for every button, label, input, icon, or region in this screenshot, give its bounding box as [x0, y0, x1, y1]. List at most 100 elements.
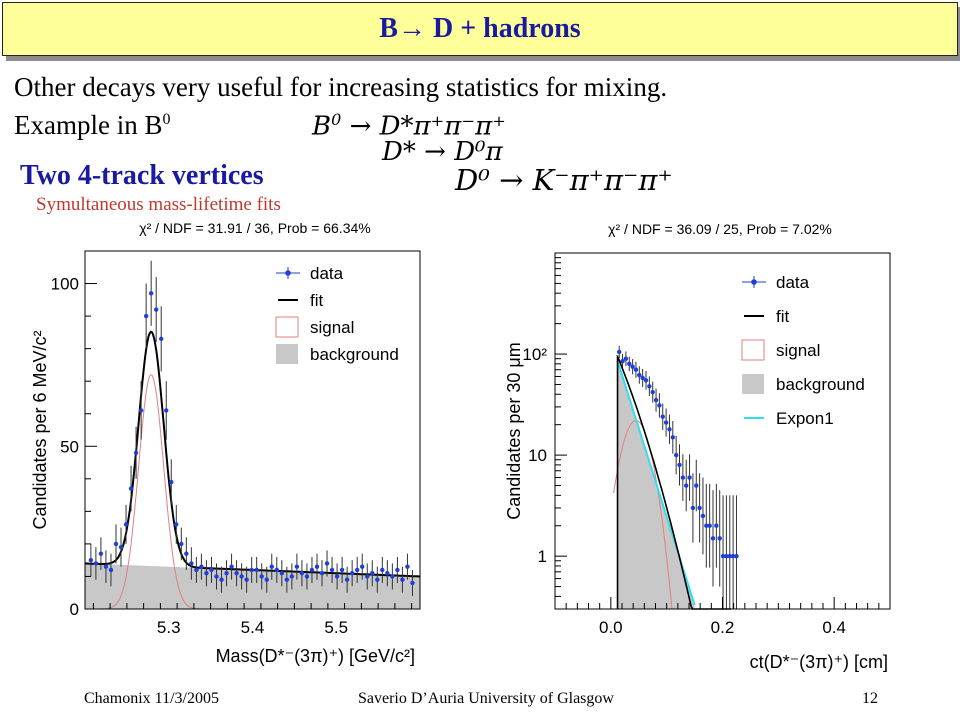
data-point	[707, 523, 712, 528]
data-point	[395, 567, 400, 573]
y-axis-label: Candidates per 6 MeV/c²	[30, 330, 50, 529]
data-point	[289, 574, 295, 579]
legend-background-box	[276, 344, 298, 364]
data-point	[194, 567, 199, 573]
chart-title: χ² / NDF = 36.09 / 25, Prob = 7.02%	[608, 221, 832, 237]
data-point	[118, 544, 124, 550]
data-point	[153, 307, 159, 312]
data-point	[354, 567, 360, 573]
data-point	[264, 577, 269, 582]
data-point	[349, 571, 355, 576]
data-point	[219, 577, 224, 582]
data-point	[314, 564, 320, 569]
fit-note: Symultaneous mass-lifetime fits	[36, 194, 281, 215]
y-tick-label: 50	[60, 437, 79, 456]
legend-label-fit: fit	[776, 307, 790, 326]
data-point	[179, 541, 184, 547]
footer-left: Chamonix 11/3/2005	[84, 690, 219, 707]
data-point	[209, 567, 214, 573]
x-tick-label: 5.3	[157, 618, 181, 637]
eq2-lhs: D*	[382, 137, 416, 167]
data-point	[98, 551, 104, 556]
data-point	[660, 414, 665, 419]
x-axis-label: ct(D*⁻(3π)⁺) [cm]	[750, 652, 888, 672]
example-line: Example in B0	[14, 110, 170, 141]
data-point	[339, 567, 345, 573]
subtitle: Two 4-track vertices	[20, 160, 264, 191]
data-point	[249, 567, 254, 573]
data-point	[700, 513, 706, 519]
data-point	[627, 361, 632, 367]
data-point	[254, 567, 259, 573]
data-point	[294, 564, 300, 569]
data-point	[643, 378, 649, 383]
data-point	[169, 479, 174, 485]
plot-frame	[84, 250, 421, 610]
data-point	[380, 567, 385, 573]
legend-label-fit: fit	[310, 291, 324, 310]
equation-3: D⁰ → K⁻π⁺π⁻π⁺	[455, 163, 673, 197]
data-point	[123, 522, 129, 527]
data-point	[324, 561, 330, 566]
data-point	[274, 567, 279, 573]
y-tick-label: 10	[528, 446, 547, 465]
data-point	[239, 574, 244, 579]
data-point	[717, 536, 722, 541]
eq3-arrow: →	[499, 163, 524, 197]
data-point	[620, 358, 625, 364]
data-point	[309, 567, 315, 573]
data-point	[360, 564, 365, 569]
data-point	[690, 505, 696, 511]
data-point	[633, 367, 639, 372]
x-axis-label: Mass(D*⁻(3π)⁺) [GeV/c²]	[216, 646, 415, 666]
eq1-lhs: B	[312, 111, 332, 142]
data-point	[174, 522, 179, 527]
data-point	[133, 450, 139, 455]
mass-fit-plot: 0 50 100 5.3 5.4 5.5 χ² / NDF = 31.91 / 36, Pr…	[30, 220, 421, 666]
data-point	[687, 475, 692, 480]
data-point	[370, 571, 375, 576]
eq2-rhs: D⁰π	[454, 137, 503, 167]
data-point	[670, 435, 676, 440]
data-point	[734, 553, 739, 559]
data-point	[650, 389, 655, 395]
data-point	[653, 397, 659, 403]
data-point	[684, 483, 689, 488]
eq1-arrow: →	[349, 111, 372, 142]
footer-page: 12	[862, 690, 878, 707]
data-point	[400, 577, 405, 582]
data-point	[269, 564, 274, 569]
slide-title-bar: B→ D + hadrons	[2, 2, 958, 56]
data-point	[199, 564, 204, 569]
y-tick-label: 1	[538, 547, 547, 566]
data-point	[730, 553, 736, 559]
data-point	[385, 571, 390, 576]
data-point	[727, 553, 732, 559]
x-tick-label: 5.4	[241, 618, 265, 637]
example-text: Example in B	[14, 110, 163, 140]
data-point	[663, 420, 669, 425]
data-point	[617, 349, 622, 355]
x-tick-label: 5.5	[324, 618, 348, 637]
data-point	[299, 571, 305, 576]
data-point	[704, 523, 709, 528]
data-point	[93, 561, 99, 566]
y-tick-label: 100	[51, 275, 79, 294]
x-tick-label: 0.2	[711, 618, 735, 637]
legend-signal-box	[275, 316, 299, 338]
data-point	[148, 291, 154, 296]
data-point	[319, 571, 325, 576]
legend-label-signal: signal	[776, 341, 820, 360]
data-point	[138, 408, 144, 413]
eq3-lhs: D⁰	[455, 163, 490, 197]
y-tick-label: 10²	[522, 345, 547, 364]
data-point	[224, 571, 229, 576]
data-point	[694, 483, 699, 488]
data-point	[647, 384, 652, 389]
footer-center: Saverio D’Auria University of Glasgow	[358, 690, 614, 707]
x-tick-label: 0.0	[599, 618, 623, 637]
legend-data-marker	[285, 270, 291, 276]
lifetime-fit-plot: 1 10 10² 0.0 0.2 0.4 χ² / NDF = 36.09 / 25, Pr…	[504, 221, 891, 672]
data-point	[375, 577, 380, 582]
data-point	[304, 574, 310, 579]
